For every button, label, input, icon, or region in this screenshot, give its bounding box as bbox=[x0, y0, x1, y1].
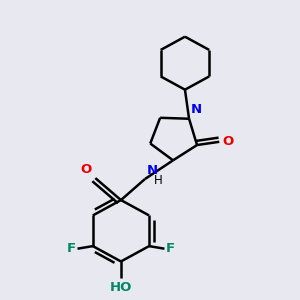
Text: HO: HO bbox=[110, 281, 132, 294]
Text: O: O bbox=[222, 135, 233, 148]
Text: H: H bbox=[153, 173, 162, 187]
Text: F: F bbox=[67, 242, 76, 255]
Text: O: O bbox=[80, 163, 91, 176]
Text: N: N bbox=[191, 103, 202, 116]
Text: N: N bbox=[147, 164, 158, 178]
Text: F: F bbox=[166, 242, 175, 255]
